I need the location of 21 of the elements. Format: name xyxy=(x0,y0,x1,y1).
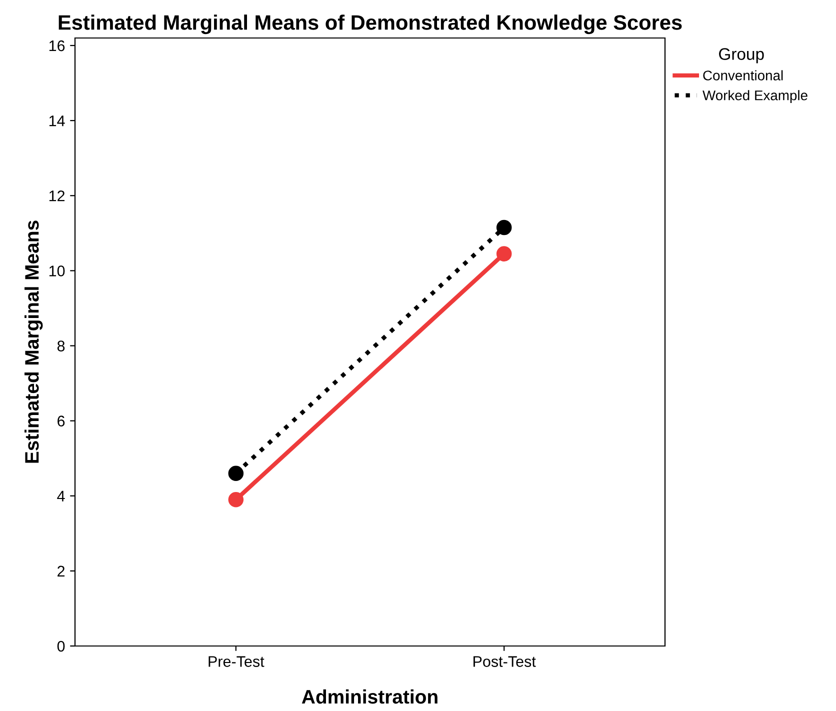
legend-title: Group xyxy=(719,48,764,64)
legend-label: Conventional xyxy=(703,70,783,80)
point xyxy=(496,220,512,236)
y-tick-label: 8 xyxy=(57,340,65,352)
y-tick-label: 10 xyxy=(49,266,65,276)
y-tick-label: 2 xyxy=(58,566,65,576)
point xyxy=(228,492,244,508)
y-tick-label: 16 xyxy=(49,40,65,52)
y-tick-label: 6 xyxy=(58,416,65,426)
y-tick-label: 12 xyxy=(49,190,65,202)
x-axis-title: Administration xyxy=(302,689,438,704)
y-tick-label: 0 xyxy=(57,640,65,652)
x-tick-label: Pre-Test xyxy=(208,656,264,667)
point xyxy=(228,466,244,481)
legend-label: Worked Example xyxy=(702,90,808,104)
x-tick-label: Post-Test xyxy=(474,656,536,667)
point xyxy=(496,246,512,262)
y-tick-label: 14 xyxy=(49,116,65,126)
chart-title: Estimated Marginal Means of Demonstrated Knowledge Scores xyxy=(58,14,682,34)
y-tick-label: 4 xyxy=(57,490,65,502)
y-axis-title: Estimated Marginal Means xyxy=(24,220,43,463)
